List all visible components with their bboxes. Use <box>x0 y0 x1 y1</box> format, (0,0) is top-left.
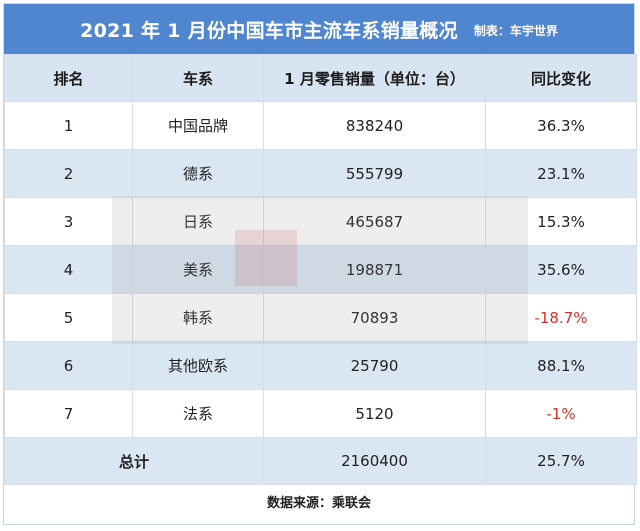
total-sales: 2160400 <box>263 437 486 485</box>
rank-cell: 4 <box>4 245 133 294</box>
sales-cell: 555799 <box>263 149 486 198</box>
table-maker: 制表：车宇世界 <box>473 24 558 38</box>
data-source: 数据来源：乘联会 <box>4 485 634 517</box>
series-cell: 法系 <box>132 389 264 438</box>
sales-cell: 465687 <box>263 197 486 246</box>
total-row: 总计 2160400 25.7% <box>4 437 637 485</box>
table-row: 5 韩系 70893 -18.7% <box>4 293 637 342</box>
yoy-cell: 35.6% <box>485 245 637 294</box>
series-cell: 美系 <box>132 245 264 294</box>
table-row: 2 德系 555799 23.1% <box>4 149 637 198</box>
sales-cell: 5120 <box>263 389 486 438</box>
yoy-cell: 36.3% <box>485 101 637 150</box>
column-header-yoy: 同比变化 <box>485 54 637 102</box>
rank-cell: 1 <box>4 101 133 150</box>
series-cell: 韩系 <box>132 293 264 342</box>
table-header-row: 排名 车系 1 月零售销量（单位：台） 同比变化 <box>4 54 637 102</box>
table-row: 7 法系 5120 -1% <box>4 389 637 438</box>
series-cell: 德系 <box>132 149 264 198</box>
rank-cell: 2 <box>4 149 133 198</box>
column-header-rank: 排名 <box>4 54 133 102</box>
sales-cell: 25790 <box>263 341 486 390</box>
rank-cell: 6 <box>4 341 133 390</box>
yoy-cell: 15.3% <box>485 197 637 246</box>
series-cell: 中国品牌 <box>132 101 264 150</box>
table-row: 3 日系 465687 15.3% <box>4 197 637 246</box>
column-header-series: 车系 <box>132 54 264 102</box>
rank-cell: 3 <box>4 197 133 246</box>
total-label: 总计 <box>4 437 264 485</box>
series-cell: 其他欧系 <box>132 341 264 390</box>
sales-cell: 198871 <box>263 245 486 294</box>
table-row: 1 中国品牌 838240 36.3% <box>4 101 637 150</box>
yoy-cell: 23.1% <box>485 149 637 198</box>
column-header-sales: 1 月零售销量（单位：台） <box>263 54 486 102</box>
series-cell: 日系 <box>132 197 264 246</box>
sales-table: 排名 车系 1 月零售销量（单位：台） 同比变化 1 中国品牌 838240 3… <box>4 54 637 485</box>
yoy-cell: 88.1% <box>485 341 637 390</box>
sales-table-card: 2021 年 1 月份中国车市主流车系销量概况 制表：车宇世界 排名 车系 1 … <box>3 3 637 525</box>
rank-cell: 5 <box>4 293 133 342</box>
table-row: 6 其他欧系 25790 88.1% <box>4 341 637 390</box>
sales-cell: 838240 <box>263 101 486 150</box>
title-bar: 2021 年 1 月份中国车市主流车系销量概况 制表：车宇世界 <box>4 4 634 54</box>
table-title: 2021 年 1 月份中国车市主流车系销量概况 <box>80 19 458 42</box>
yoy-cell: -18.7% <box>485 293 637 342</box>
table-row: 4 美系 198871 35.6% <box>4 245 637 294</box>
total-yoy: 25.7% <box>485 437 637 485</box>
sales-cell: 70893 <box>263 293 486 342</box>
yoy-cell: -1% <box>485 389 637 438</box>
rank-cell: 7 <box>4 389 133 438</box>
